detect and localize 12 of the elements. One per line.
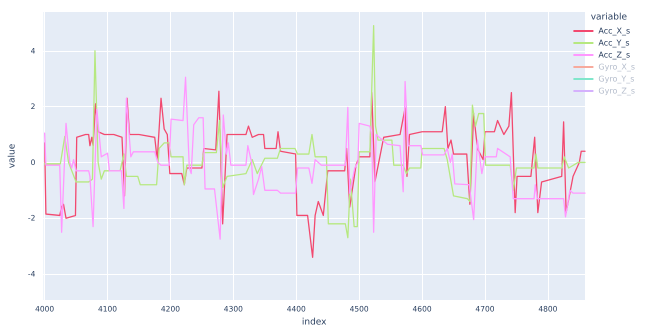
legend-label: Acc_X_s (598, 26, 630, 36)
legend-title: variable (590, 12, 628, 22)
legend-label: Acc_Z_s (598, 50, 630, 60)
legend-label: Gyro_Z_s (598, 86, 636, 96)
legend-label: Acc_Y_s (598, 38, 630, 48)
line-series (44, 76, 586, 240)
legend-label: Gyro_X_s (598, 62, 636, 72)
y-axis-title: value (8, 143, 18, 168)
line-series (44, 90, 586, 258)
line-series (44, 25, 586, 238)
legend-label: Gyro_Y_s (598, 74, 634, 84)
x-axis-title: index (302, 318, 328, 328)
